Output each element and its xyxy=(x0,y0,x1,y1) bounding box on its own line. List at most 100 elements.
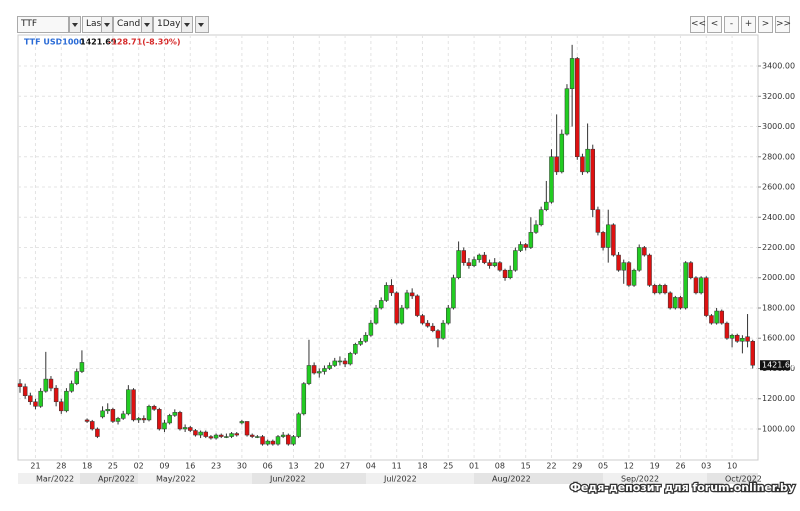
y-tick-label: 3200.00 xyxy=(762,92,795,101)
y-tick-label: 1200.00 xyxy=(762,394,795,403)
dropdown-arrow[interactable] xyxy=(181,16,193,33)
x-tick-label: 25 xyxy=(108,462,118,471)
candle-body xyxy=(482,254,487,263)
candle-body xyxy=(476,254,482,260)
candle-body xyxy=(301,383,307,415)
x-tick-label: 21 xyxy=(30,462,40,471)
x-tick-label: 13 xyxy=(288,462,298,471)
dropdown-arrow[interactable] xyxy=(101,16,113,33)
settings-button[interactable] xyxy=(195,16,209,33)
candle-body xyxy=(100,410,105,418)
candle-body xyxy=(492,262,497,266)
nav-button[interactable]: >> xyxy=(775,16,791,33)
x-tick-label: 22 xyxy=(546,462,556,471)
candle-body xyxy=(595,209,601,233)
candle-body xyxy=(693,277,699,294)
candle-body xyxy=(709,315,714,324)
candle-body xyxy=(600,232,606,248)
candle-body xyxy=(420,315,425,324)
y-tick-label: 2000.00 xyxy=(762,273,795,282)
x-tick-label: 10 xyxy=(727,462,737,471)
candle-body xyxy=(136,418,141,421)
candle-body xyxy=(275,436,281,445)
y-tick-label: 1800.00 xyxy=(762,303,795,312)
legend-change: -128.71(-8.30%) xyxy=(108,38,181,47)
candle-body xyxy=(533,224,539,233)
candle-body xyxy=(678,297,683,309)
x-tick-label: 26 xyxy=(675,462,685,471)
candle-body xyxy=(698,277,704,294)
y-tick-label: 2400.00 xyxy=(762,213,795,222)
candle-body xyxy=(218,434,224,437)
candle-body xyxy=(311,365,317,374)
candle-body xyxy=(270,440,276,445)
candle-body xyxy=(456,250,461,278)
candle-body xyxy=(652,285,657,294)
candle-body xyxy=(69,383,74,392)
nav-button[interactable]: + xyxy=(741,16,756,33)
candle-body xyxy=(662,285,668,294)
candle-body xyxy=(430,325,436,331)
x-tick-label: 29 xyxy=(572,462,582,471)
candle-body xyxy=(224,436,229,438)
x-tick-label: 18 xyxy=(417,462,427,471)
dropdown-arrow[interactable] xyxy=(69,16,81,33)
candle-body xyxy=(53,387,59,403)
candle-body xyxy=(636,247,642,271)
style-select[interactable]: Candle xyxy=(113,16,148,33)
nav-button[interactable]: - xyxy=(724,16,739,33)
nav-button[interactable]: > xyxy=(758,16,773,33)
price-tag: 1421.69 xyxy=(762,361,795,370)
candle-body xyxy=(317,371,322,374)
candle-body xyxy=(22,386,28,396)
y-tick-label: 2600.00 xyxy=(762,183,795,192)
candle-body xyxy=(734,334,740,342)
nav-button[interactable]: < xyxy=(707,16,722,33)
candle-body xyxy=(131,389,136,421)
candle-body xyxy=(580,156,585,173)
candle-body xyxy=(286,434,291,445)
candle-body xyxy=(203,431,209,437)
candle-body xyxy=(667,292,673,309)
y-tick-label: 2800.00 xyxy=(762,152,795,161)
candle-body xyxy=(673,297,678,309)
candle-body xyxy=(48,378,54,389)
month-label: Mar/2022 xyxy=(36,475,74,484)
candle-body xyxy=(487,262,492,266)
candle-body xyxy=(28,395,33,403)
candle-body xyxy=(683,262,688,309)
candle-body xyxy=(115,418,121,422)
dropdown-arrow[interactable] xyxy=(141,16,153,33)
candle-body xyxy=(33,401,38,407)
candle-body xyxy=(544,201,549,210)
candle-body xyxy=(322,368,327,372)
x-tick-label: 09 xyxy=(159,462,169,471)
candle-body xyxy=(513,250,518,271)
candle-body xyxy=(729,334,735,339)
candle-body xyxy=(79,362,85,372)
candle-body xyxy=(621,262,626,271)
candle-body xyxy=(564,88,570,135)
candle-body xyxy=(554,156,559,173)
interval-select[interactable]: 1Day xyxy=(153,16,183,33)
candle-body xyxy=(358,341,363,345)
candle-body xyxy=(17,383,23,387)
candle-body xyxy=(162,422,167,430)
candle-body xyxy=(714,310,719,324)
candle-body xyxy=(229,433,234,437)
x-tick-label: 25 xyxy=(443,462,453,471)
candle-body xyxy=(208,436,214,439)
candle-body xyxy=(43,378,49,392)
candle-body xyxy=(611,224,616,256)
candle-body xyxy=(265,440,270,445)
month-band xyxy=(18,473,80,484)
nav-button[interactable]: << xyxy=(690,16,706,33)
candle-body xyxy=(719,310,725,324)
candle-body xyxy=(425,322,430,327)
x-tick-label: 27 xyxy=(340,462,350,471)
candle-body xyxy=(528,232,534,248)
candle-body xyxy=(177,412,183,430)
candle-body xyxy=(378,300,384,309)
candle-body xyxy=(120,413,126,419)
